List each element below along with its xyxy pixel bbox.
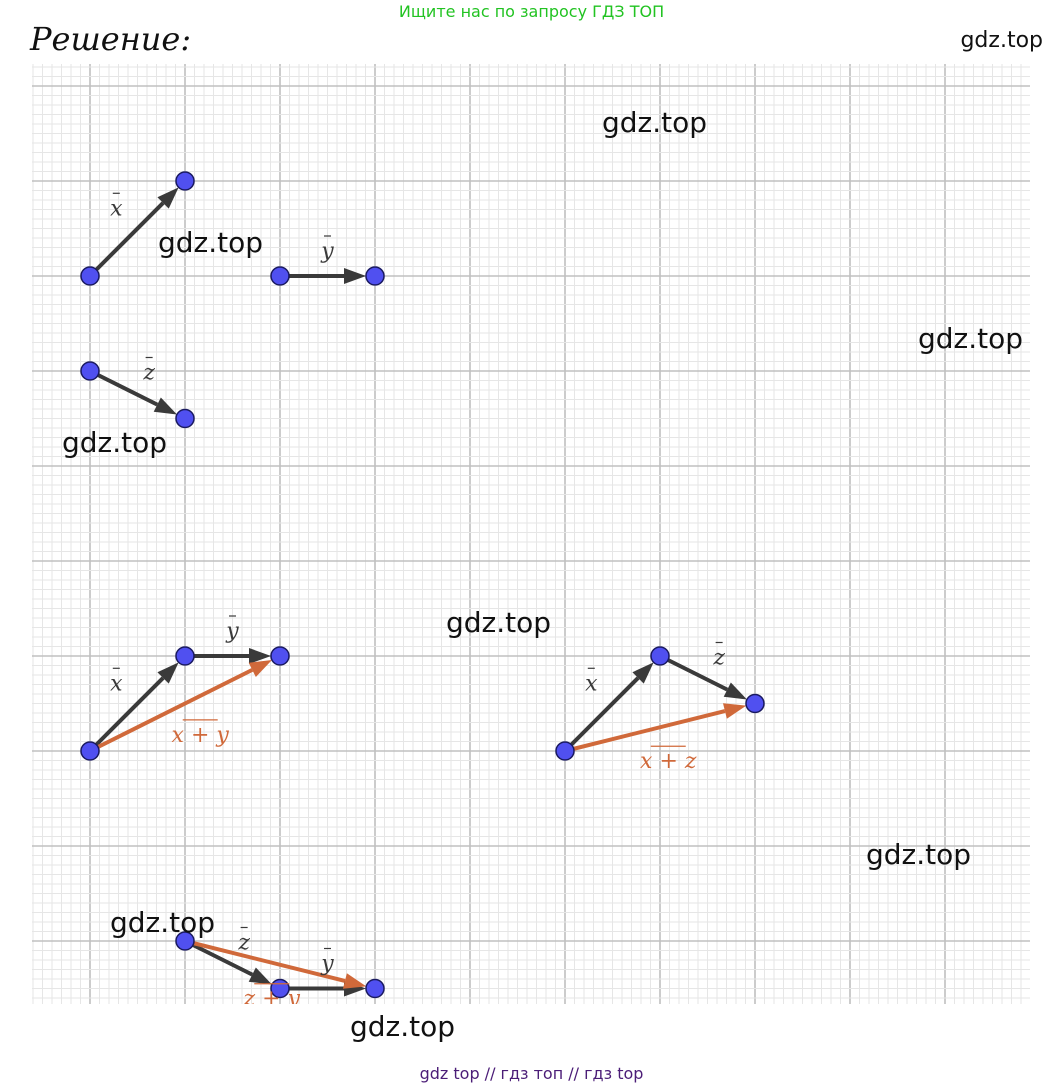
vector-label: z + y [243,987,301,1004]
vector-x-plus-z [564,709,726,753]
point [555,741,575,761]
vector-x-plus-z-arrowhead [722,703,747,719]
vector-label: x [585,671,598,696]
vector-z-arrowhead [248,967,272,985]
point [175,408,195,429]
vector-z-arrowhead [153,397,177,415]
point [80,741,100,761]
point [365,266,385,286]
vector-label: x + y [172,723,230,748]
point [650,646,670,666]
vector-label: z [712,645,725,670]
vector-label: x [110,196,123,221]
vector-z-plus-y-arrowhead [342,973,367,989]
solution-heading: Решение: [30,20,192,58]
vector-x-arrowhead [157,662,179,684]
point [80,266,100,286]
point [175,171,195,191]
watermark: gdz.top [62,426,168,459]
vector-grid-diagram: x y z x y x + y x z x + z z y z + y [32,64,1030,1004]
watermark: gdz.top [110,906,216,939]
vector-label: x + z [640,749,697,774]
vector-label: y [225,619,239,644]
label-layer: x y z x y x + y x z x + z z y z + y [110,192,725,1004]
corner-watermark: gdz.top [960,28,1043,53]
vector-x-plus-y [89,668,254,753]
point [270,266,290,286]
vector-label: x [110,671,123,696]
vector-x [88,676,165,753]
vector-z [89,369,159,407]
point [175,931,195,951]
watermark: gdz.top [866,838,972,871]
vector-z-arrowhead [723,682,747,700]
point [270,646,290,666]
vector-label: z [142,360,155,385]
search-banner: Ищите нас по запросу ГДЗ ТОП [398,2,665,21]
vector-z-plus-y [184,939,346,983]
point-layer [80,171,765,999]
vector-x-arrowhead [157,187,179,209]
vector-label: y [320,952,334,977]
vector-x [563,676,640,753]
vector-x [88,201,165,278]
watermark: gdz.top [350,1010,456,1043]
vector-layer [88,187,747,997]
footer-links: gdz top // гдз топ // гдз top [419,1064,644,1083]
point [365,978,385,999]
point [175,646,195,666]
point [745,693,765,714]
vector-z [184,939,254,977]
watermark: gdz.top [446,606,552,639]
grid-lines [32,64,1030,1004]
vector-label: y [320,239,334,264]
point [80,361,100,381]
vector-z [659,654,729,692]
watermark: gdz.top [602,106,708,139]
vector-x-arrowhead [632,662,654,684]
vector-y-arrowhead [344,268,366,284]
watermark: gdz.top [158,226,264,259]
vector-y-arrowhead [249,648,271,664]
watermark: gdz.top [918,322,1024,355]
vector-label: z [237,930,250,955]
vector-x-plus-y-arrowhead [248,660,272,678]
